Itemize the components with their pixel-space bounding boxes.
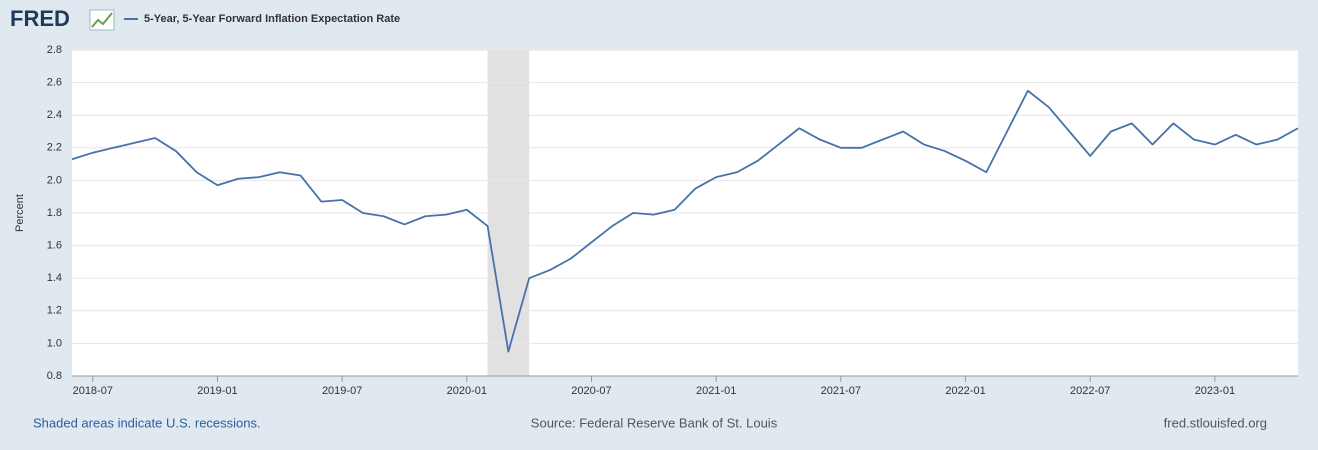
- x-tick-label: 2021-07: [821, 385, 861, 397]
- x-tick-label: 2018-07: [73, 385, 113, 397]
- logo-icon: [89, 9, 115, 31]
- y-tick-label: 1.8: [47, 207, 62, 219]
- y-tick-label: 2.6: [47, 77, 62, 89]
- x-tick-label: 2023-01: [1195, 385, 1235, 397]
- x-tick-label: 2020-07: [571, 385, 611, 397]
- recession-note: Shaded areas indicate U.S. recessions.: [33, 415, 261, 430]
- y-tick-label: 1.4: [47, 272, 62, 284]
- x-tick-label: 2020-01: [447, 385, 487, 397]
- x-tick-label: 2019-07: [322, 385, 362, 397]
- x-tick-label: 2022-07: [1070, 385, 1110, 397]
- logo: FRED: [10, 6, 70, 31]
- site: fred.stlouisfed.org: [1164, 415, 1267, 430]
- x-tick-label: 2022-01: [945, 385, 985, 397]
- x-tick-label: 2021-01: [696, 385, 736, 397]
- legend-label: 5-Year, 5-Year Forward Inflation Expecta…: [144, 13, 400, 25]
- y-tick-label: 1.2: [47, 305, 62, 317]
- y-tick-label: 2.8: [47, 44, 62, 56]
- y-tick-label: 2.2: [47, 142, 62, 154]
- source: Source: Federal Reserve Bank of St. Loui…: [531, 415, 778, 430]
- series-line: [71, 89, 1299, 353]
- y-tick-label: 1.6: [47, 240, 62, 252]
- y-tick-label: 1.0: [47, 337, 62, 349]
- y-tick-label: 2.0: [47, 174, 62, 186]
- y-tick-label: 2.4: [47, 109, 62, 121]
- y-axis-label: Percent: [14, 194, 26, 232]
- x-tick-label: 2019-01: [197, 385, 237, 397]
- y-tick-label: 0.8: [47, 370, 62, 382]
